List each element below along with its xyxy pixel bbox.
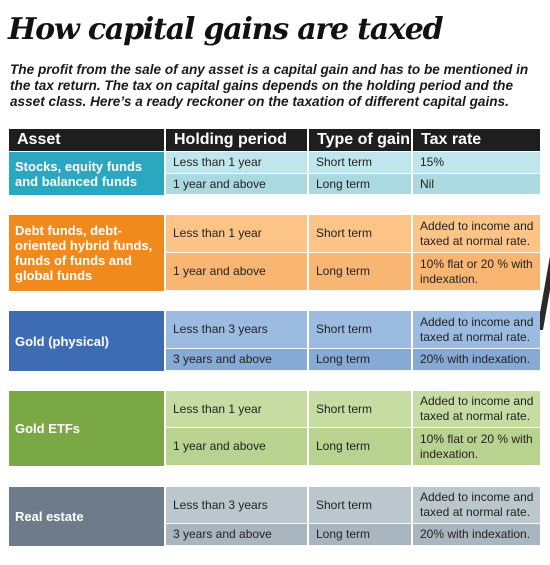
holding-cell: 1 year and above (166, 428, 307, 466)
type-cell: Long term (309, 524, 411, 546)
header-holding-period: Holding period (166, 129, 307, 151)
type-cell: Long term (309, 253, 411, 291)
header-tax-rate: Tax rate (413, 129, 540, 151)
header-type-of-gain: Type of gain (309, 129, 411, 151)
holding-cell: Less than 1 year (166, 215, 307, 253)
rate-cell: Added to income and taxed at normal rate… (413, 487, 540, 524)
type-cell: Long term (309, 428, 411, 466)
type-cell: Short term (309, 311, 411, 349)
holding-cell: 1 year and above (166, 174, 307, 195)
rate-cell: Added to income and taxed at normal rate… (413, 311, 540, 349)
rate-cell: 20% with indexation. (413, 524, 540, 546)
holding-cell: Less than 3 years (166, 311, 307, 349)
type-cell: Short term (309, 487, 411, 524)
asset-cell: Real estate (9, 487, 164, 546)
rate-cell: 10% flat or 20 % with indexation. (413, 253, 540, 291)
type-cell: Short term (309, 215, 411, 253)
type-cell: Long term (309, 174, 411, 195)
asset-cell: Gold (physical) (9, 311, 164, 371)
holding-cell: Less than 1 year (166, 391, 307, 428)
rate-cell: 15% (413, 152, 540, 174)
holding-cell: 1 year and above (166, 253, 307, 291)
type-cell: Long term (309, 349, 411, 371)
rate-cell: Nil (413, 174, 540, 195)
rate-cell: 20% with indexation. (413, 349, 540, 371)
header-asset: Asset (9, 129, 164, 151)
asset-cell: Debt funds, debt-oriented hybrid funds, … (9, 215, 164, 291)
holding-cell: Less than 1 year (166, 152, 307, 174)
holding-cell: Less than 3 years (166, 487, 307, 524)
holding-cell: 3 years and above (166, 349, 307, 371)
asset-cell: Stocks, equity funds and balanced funds (9, 152, 164, 195)
asset-cell: Gold ETFs (9, 391, 164, 466)
rate-cell: Added to income and taxed at normal rate… (413, 215, 540, 253)
type-cell: Short term (309, 391, 411, 428)
intro-paragraph: The profit from the sale of any asset is… (10, 62, 529, 109)
holding-cell: 3 years and above (166, 524, 307, 546)
rate-cell: 10% flat or 20 % with indexation. (413, 428, 540, 466)
page-title: How capital gains are taxed (8, 12, 444, 47)
rate-cell: Added to income and taxed at normal rate… (413, 391, 540, 428)
type-cell: Short term (309, 152, 411, 174)
